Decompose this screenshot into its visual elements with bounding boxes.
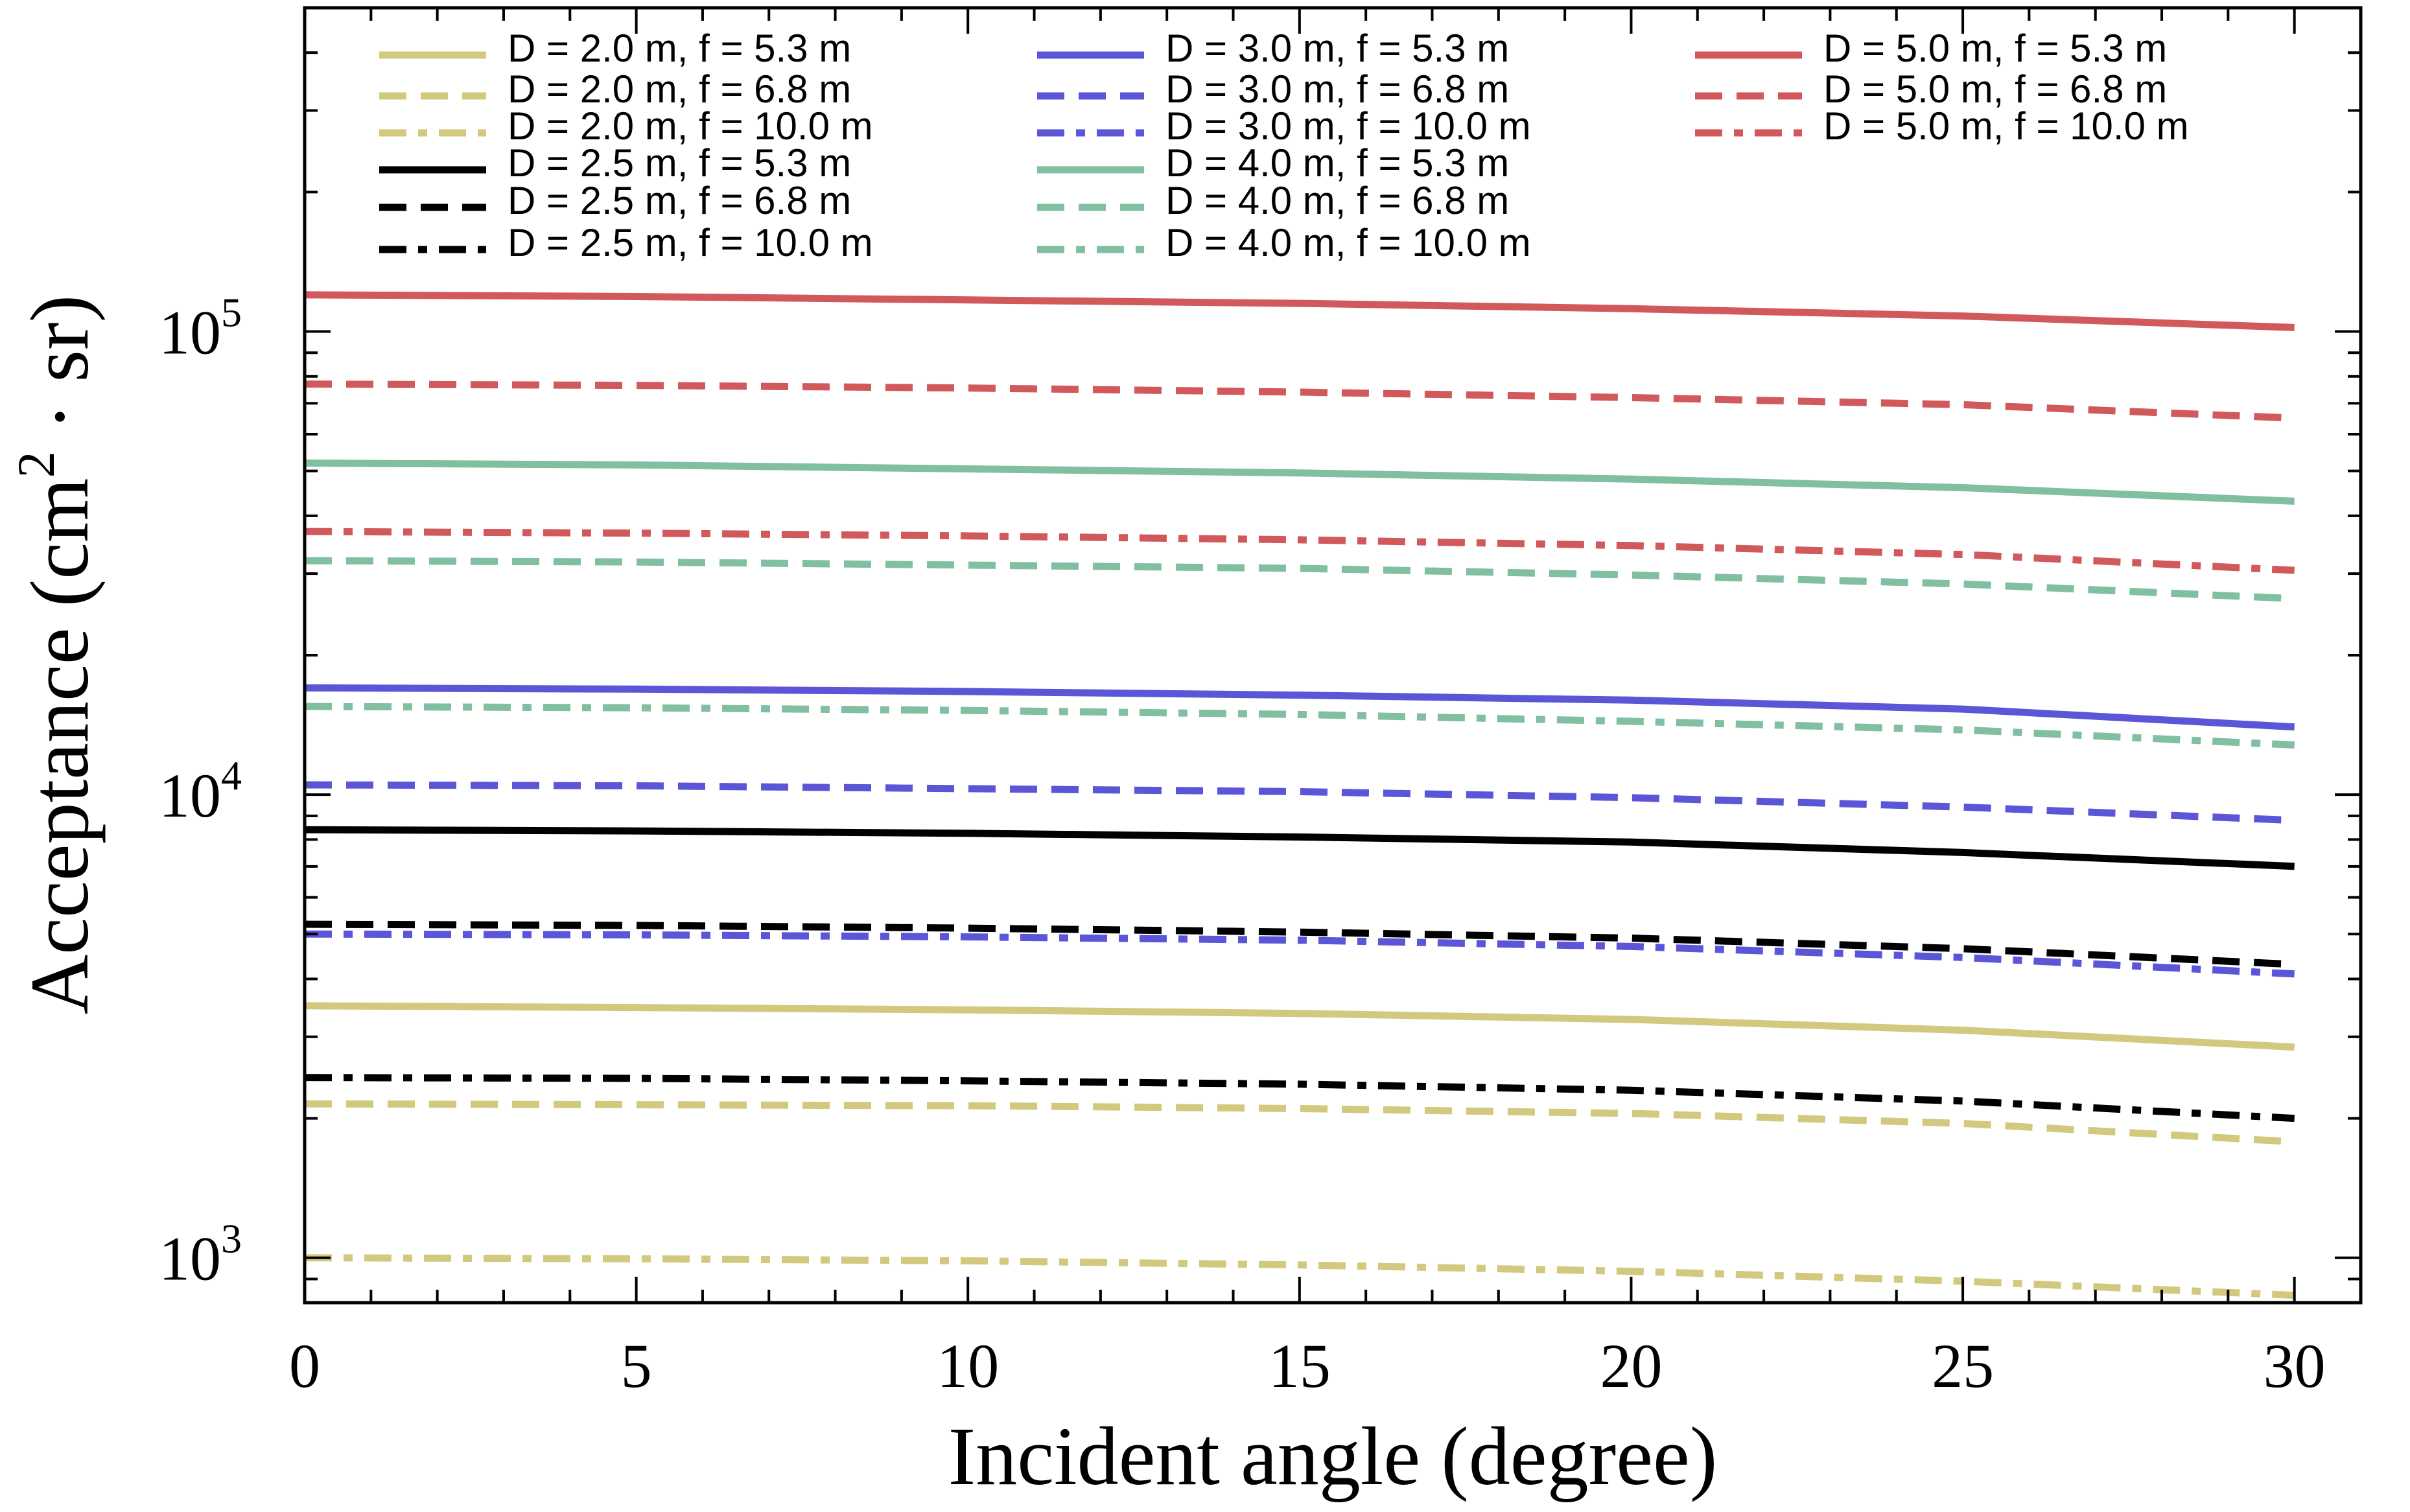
legend-label: D = 5.0 m, f = 5.3 m xyxy=(1823,27,2167,70)
x-tick-label: 25 xyxy=(1932,1331,1994,1401)
x-tick-label: 5 xyxy=(621,1331,652,1401)
x-tick-label: 20 xyxy=(1600,1331,1662,1401)
legend-label: D = 4.0 m, f = 10.0 m xyxy=(1165,221,1531,264)
legend-label: D = 4.0 m, f = 6.8 m xyxy=(1165,179,1509,222)
series-line-13 xyxy=(304,291,2295,331)
series-line-4 xyxy=(304,826,2295,870)
x-axis-title: Incident angle (degree) xyxy=(948,1410,1718,1502)
legend-label: D = 5.0 m, f = 10.0 m xyxy=(1823,104,2189,148)
y-tick-label: 103 xyxy=(159,1216,242,1294)
legend-label: D = 2.5 m, f = 6.8 m xyxy=(508,179,851,222)
series-line-12 xyxy=(304,703,2295,749)
series-line-15 xyxy=(304,528,2295,574)
series-line-9 xyxy=(304,930,2295,978)
series-line-3 xyxy=(304,1254,2295,1299)
legend-label: D = 4.0 m, f = 5.3 m xyxy=(1165,141,1509,185)
legend-label: D = 2.5 m, f = 10.0 m xyxy=(508,221,873,264)
legend-label: D = 5.0 m, f = 6.8 m xyxy=(1823,67,2167,111)
x-tick-label: 15 xyxy=(1269,1331,1331,1401)
legend-label: D = 2.0 m, f = 10.0 m xyxy=(508,104,873,148)
y-tick-label: 105 xyxy=(159,290,242,367)
series-line-7 xyxy=(304,684,2295,731)
y-tick-label: 104 xyxy=(159,752,242,830)
legend-label: D = 3.0 m, f = 5.3 m xyxy=(1165,27,1509,70)
series-lines xyxy=(304,291,2295,1299)
series-line-10 xyxy=(304,459,2295,505)
legend-label: D = 2.0 m, f = 5.3 m xyxy=(508,27,851,70)
legend-label: D = 3.0 m, f = 6.8 m xyxy=(1165,67,1509,111)
x-tick-label: 0 xyxy=(289,1331,320,1401)
x-axis-ticks: 0 5 10 15 20 25 30 xyxy=(289,8,2326,1401)
y-axis-title: Acceptance (cm2 · sr) xyxy=(6,295,106,1015)
series-line-1 xyxy=(304,1002,2295,1051)
legend-label: D = 2.0 m, f = 6.8 m xyxy=(508,67,851,111)
legend: D = 2.0 m, f = 5.3 mD = 2.0 m, f = 6.8 m… xyxy=(379,27,2189,264)
legend-label: D = 3.0 m, f = 10.0 m xyxy=(1165,104,1531,148)
legend-label: D = 2.5 m, f = 5.3 m xyxy=(508,141,851,185)
series-line-6 xyxy=(304,1074,2295,1122)
x-tick-label: 30 xyxy=(2264,1331,2326,1401)
y-axis-ticks: 103 104 105 xyxy=(159,6,2361,1304)
x-tick-label: 10 xyxy=(937,1331,999,1401)
